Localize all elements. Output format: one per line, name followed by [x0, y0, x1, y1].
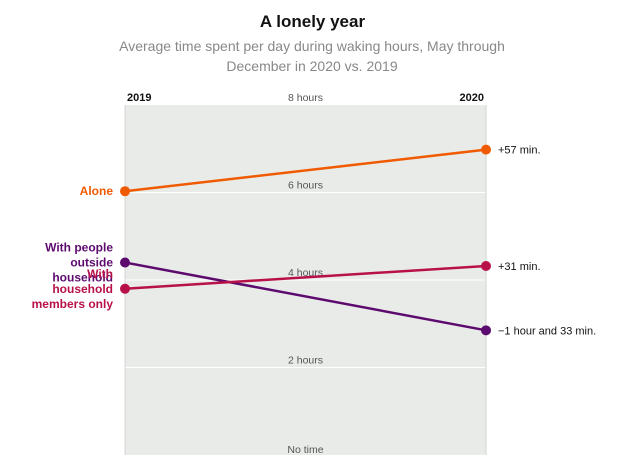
chart-subtitle: Average time spent per day during waking…	[119, 38, 505, 74]
series-line-with-household-members-only	[124, 264, 487, 290]
point-2020-alone	[481, 144, 491, 155]
chart-title: A lonely year	[259, 12, 366, 31]
series-label-with-household-members-only: household	[52, 282, 113, 296]
series-label-with-household-members-only: With	[87, 267, 113, 281]
series-label-with-people-outside-household: household	[52, 271, 113, 285]
y-tick-label: 6 hours	[288, 180, 323, 192]
series-line-with-people-outside-household	[124, 261, 487, 332]
y-tick-label: 8 hours	[288, 92, 323, 104]
change-label-with-people-outside-household: −1 hour and 33 min.	[498, 325, 596, 337]
y-tick-label: No time	[287, 444, 323, 456]
series-line-alone	[124, 148, 487, 193]
change-label-alone: +57 min.	[498, 145, 541, 157]
x-label-2020: 2020	[460, 92, 484, 104]
point-2020-with-people-outside-household	[481, 325, 491, 336]
point-2019-with-people-outside-household	[120, 257, 130, 268]
series-label-with-people-outside-household: outside	[70, 256, 113, 270]
y-tick-label: 2 hours	[288, 355, 323, 367]
point-2020-with-household-members-only	[481, 261, 491, 271]
point-2019-with-household-members-only	[120, 283, 130, 294]
change-label-with-household-members-only: +31 min.	[498, 261, 541, 273]
series-label-with-household-members-only: members only	[32, 297, 114, 311]
series-label-alone: Alone	[80, 184, 114, 198]
series-label-with-people-outside-household: With people	[45, 241, 113, 255]
x-label-2019: 2019	[127, 92, 151, 104]
point-2019-alone	[120, 186, 130, 197]
